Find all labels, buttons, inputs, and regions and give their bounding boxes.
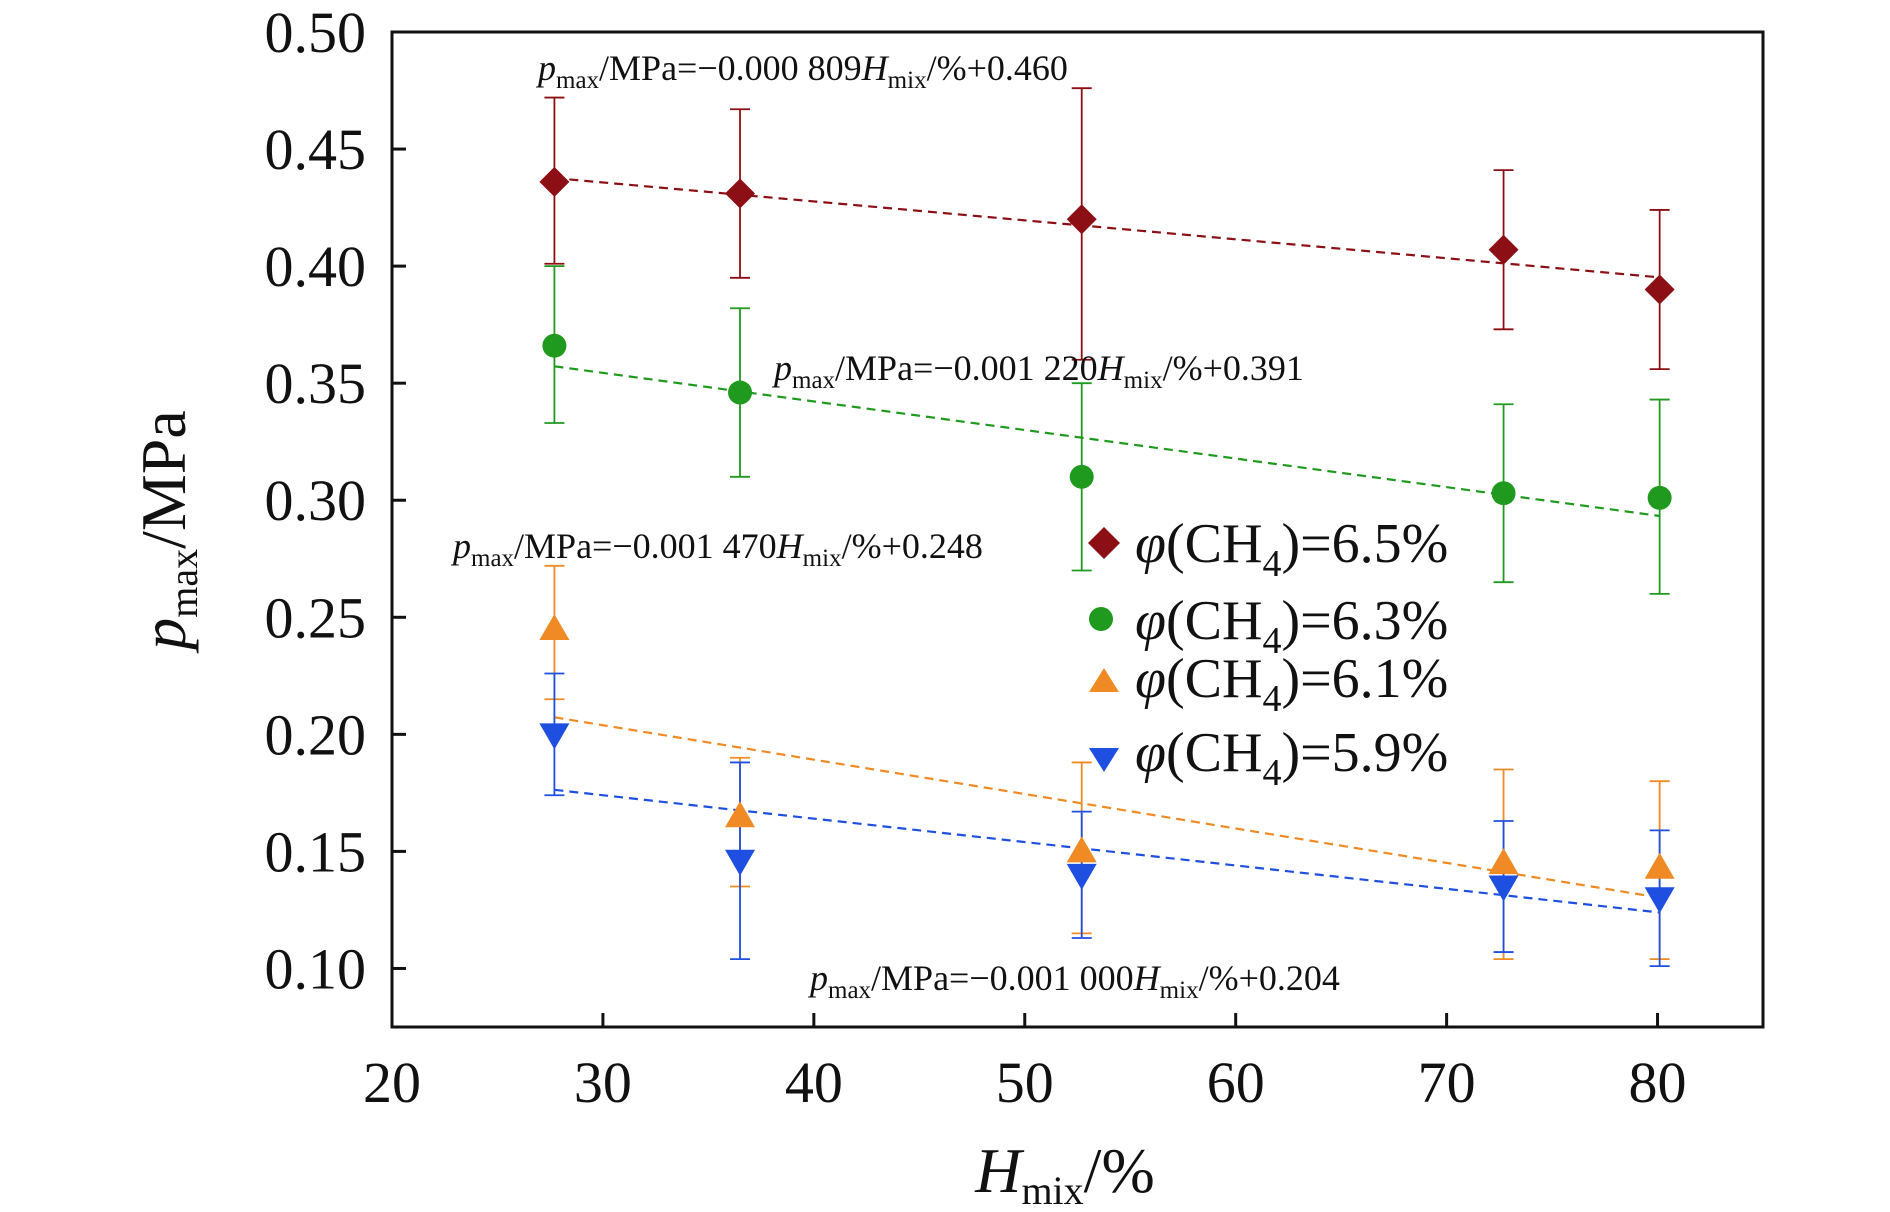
equation-6-3: pmax/MPa=−0.001 220Hmix/%+0.391 — [771, 348, 1304, 394]
data-point-s63 — [1491, 481, 1516, 506]
legend-item-6-3: φ(CH4)=6.3% — [1089, 590, 1448, 662]
x-tick-label: 80 — [1629, 1050, 1687, 1115]
y-axis-title-suffix: /MPa — [128, 410, 199, 549]
x-tick-label: 20 — [363, 1050, 421, 1115]
legend: φ(CH4)=6.5% φ(CH4)=6.3% φ(CH4)=6.1% φ(CH… — [1088, 513, 1448, 794]
data-point-s61 — [1066, 836, 1097, 863]
legend-marker-circle — [1089, 607, 1113, 631]
legend-marker-triangle-down — [1089, 748, 1119, 772]
data-point-s61 — [1488, 848, 1519, 875]
x-tick-label: 70 — [1418, 1050, 1476, 1115]
y-axis-title-main: p — [128, 618, 199, 654]
legend-label-5-9: φ(CH4)=5.9% — [1135, 722, 1448, 794]
x-axis: 20 30 40 50 60 70 80 — [363, 1013, 1687, 1115]
data-point-s65 — [725, 178, 756, 209]
y-axis: 0.10 0.15 0.20 0.25 0.30 0.35 0.40 0.45 0.50 — [265, 0, 406, 1001]
equation-6-5: pmax/MPa=−0.000 809Hmix/%+0.460 — [535, 48, 1068, 94]
y-tick-label: 0.15 — [265, 819, 367, 884]
x-tick-label: 30 — [574, 1050, 632, 1115]
x-axis-title-suffix: /% — [1084, 1135, 1155, 1206]
y-tick-label: 0.10 — [265, 936, 367, 1001]
fit-line-s65 — [554, 177, 1660, 279]
legend-item-5-9: φ(CH4)=5.9% — [1089, 722, 1448, 794]
data-point-s59 — [1488, 875, 1519, 902]
data-point-s61 — [1644, 852, 1675, 879]
y-tick-label: 0.25 — [265, 585, 367, 650]
y-tick-label: 0.50 — [265, 0, 367, 65]
y-axis-title-sub: max — [161, 549, 206, 618]
data-point-s59 — [539, 723, 570, 750]
data-markers — [539, 166, 1675, 914]
x-axis-title-sub: mix — [1021, 1168, 1083, 1212]
data-point-s61 — [725, 801, 756, 828]
equation-6-1: pmax/MPa=−0.001 470Hmix/%+0.248 — [450, 526, 983, 572]
data-point-s59 — [725, 849, 756, 876]
y-tick-label: 0.35 — [265, 351, 367, 416]
data-point-s63 — [542, 333, 567, 358]
data-point-s63 — [1647, 485, 1672, 510]
y-tick-label: 0.40 — [265, 234, 367, 299]
x-axis-title-main: H — [974, 1135, 1025, 1206]
legend-item-6-5: φ(CH4)=6.5% — [1088, 513, 1448, 585]
data-point-s65 — [1066, 204, 1097, 235]
data-point-s65 — [539, 166, 570, 197]
y-tick-label: 0.45 — [265, 117, 367, 182]
y-tick-label: 0.20 — [265, 702, 367, 767]
legend-marker-triangle-up — [1089, 668, 1119, 692]
equation-5-9: pmax/MPa=−0.001 000Hmix/%+0.204 — [807, 958, 1340, 1004]
x-tick-label: 60 — [1207, 1050, 1265, 1115]
legend-marker-diamond — [1088, 527, 1120, 559]
y-tick-label: 0.30 — [265, 468, 367, 533]
x-tick-label: 50 — [996, 1050, 1054, 1115]
legend-label-6-1: φ(CH4)=6.1% — [1135, 648, 1448, 720]
legend-label-6-5: φ(CH4)=6.5% — [1135, 513, 1448, 585]
x-tick-label: 40 — [785, 1050, 843, 1115]
legend-label-6-3: φ(CH4)=6.3% — [1135, 590, 1448, 662]
y-axis-title: pmax/MPa — [128, 410, 206, 654]
data-point-s59 — [1066, 863, 1097, 890]
data-point-s59 — [1644, 887, 1675, 914]
data-point-s63 — [1069, 464, 1094, 489]
data-point-s61 — [539, 614, 570, 640]
legend-item-6-1: φ(CH4)=6.1% — [1089, 648, 1448, 720]
data-point-s63 — [728, 380, 753, 405]
data-point-s65 — [1488, 234, 1519, 265]
plot-frame — [390, 30, 1765, 1029]
data-point-s65 — [1644, 274, 1675, 305]
x-axis-title: Hmix/% — [974, 1135, 1155, 1212]
fit-line-s61 — [554, 716, 1660, 899]
